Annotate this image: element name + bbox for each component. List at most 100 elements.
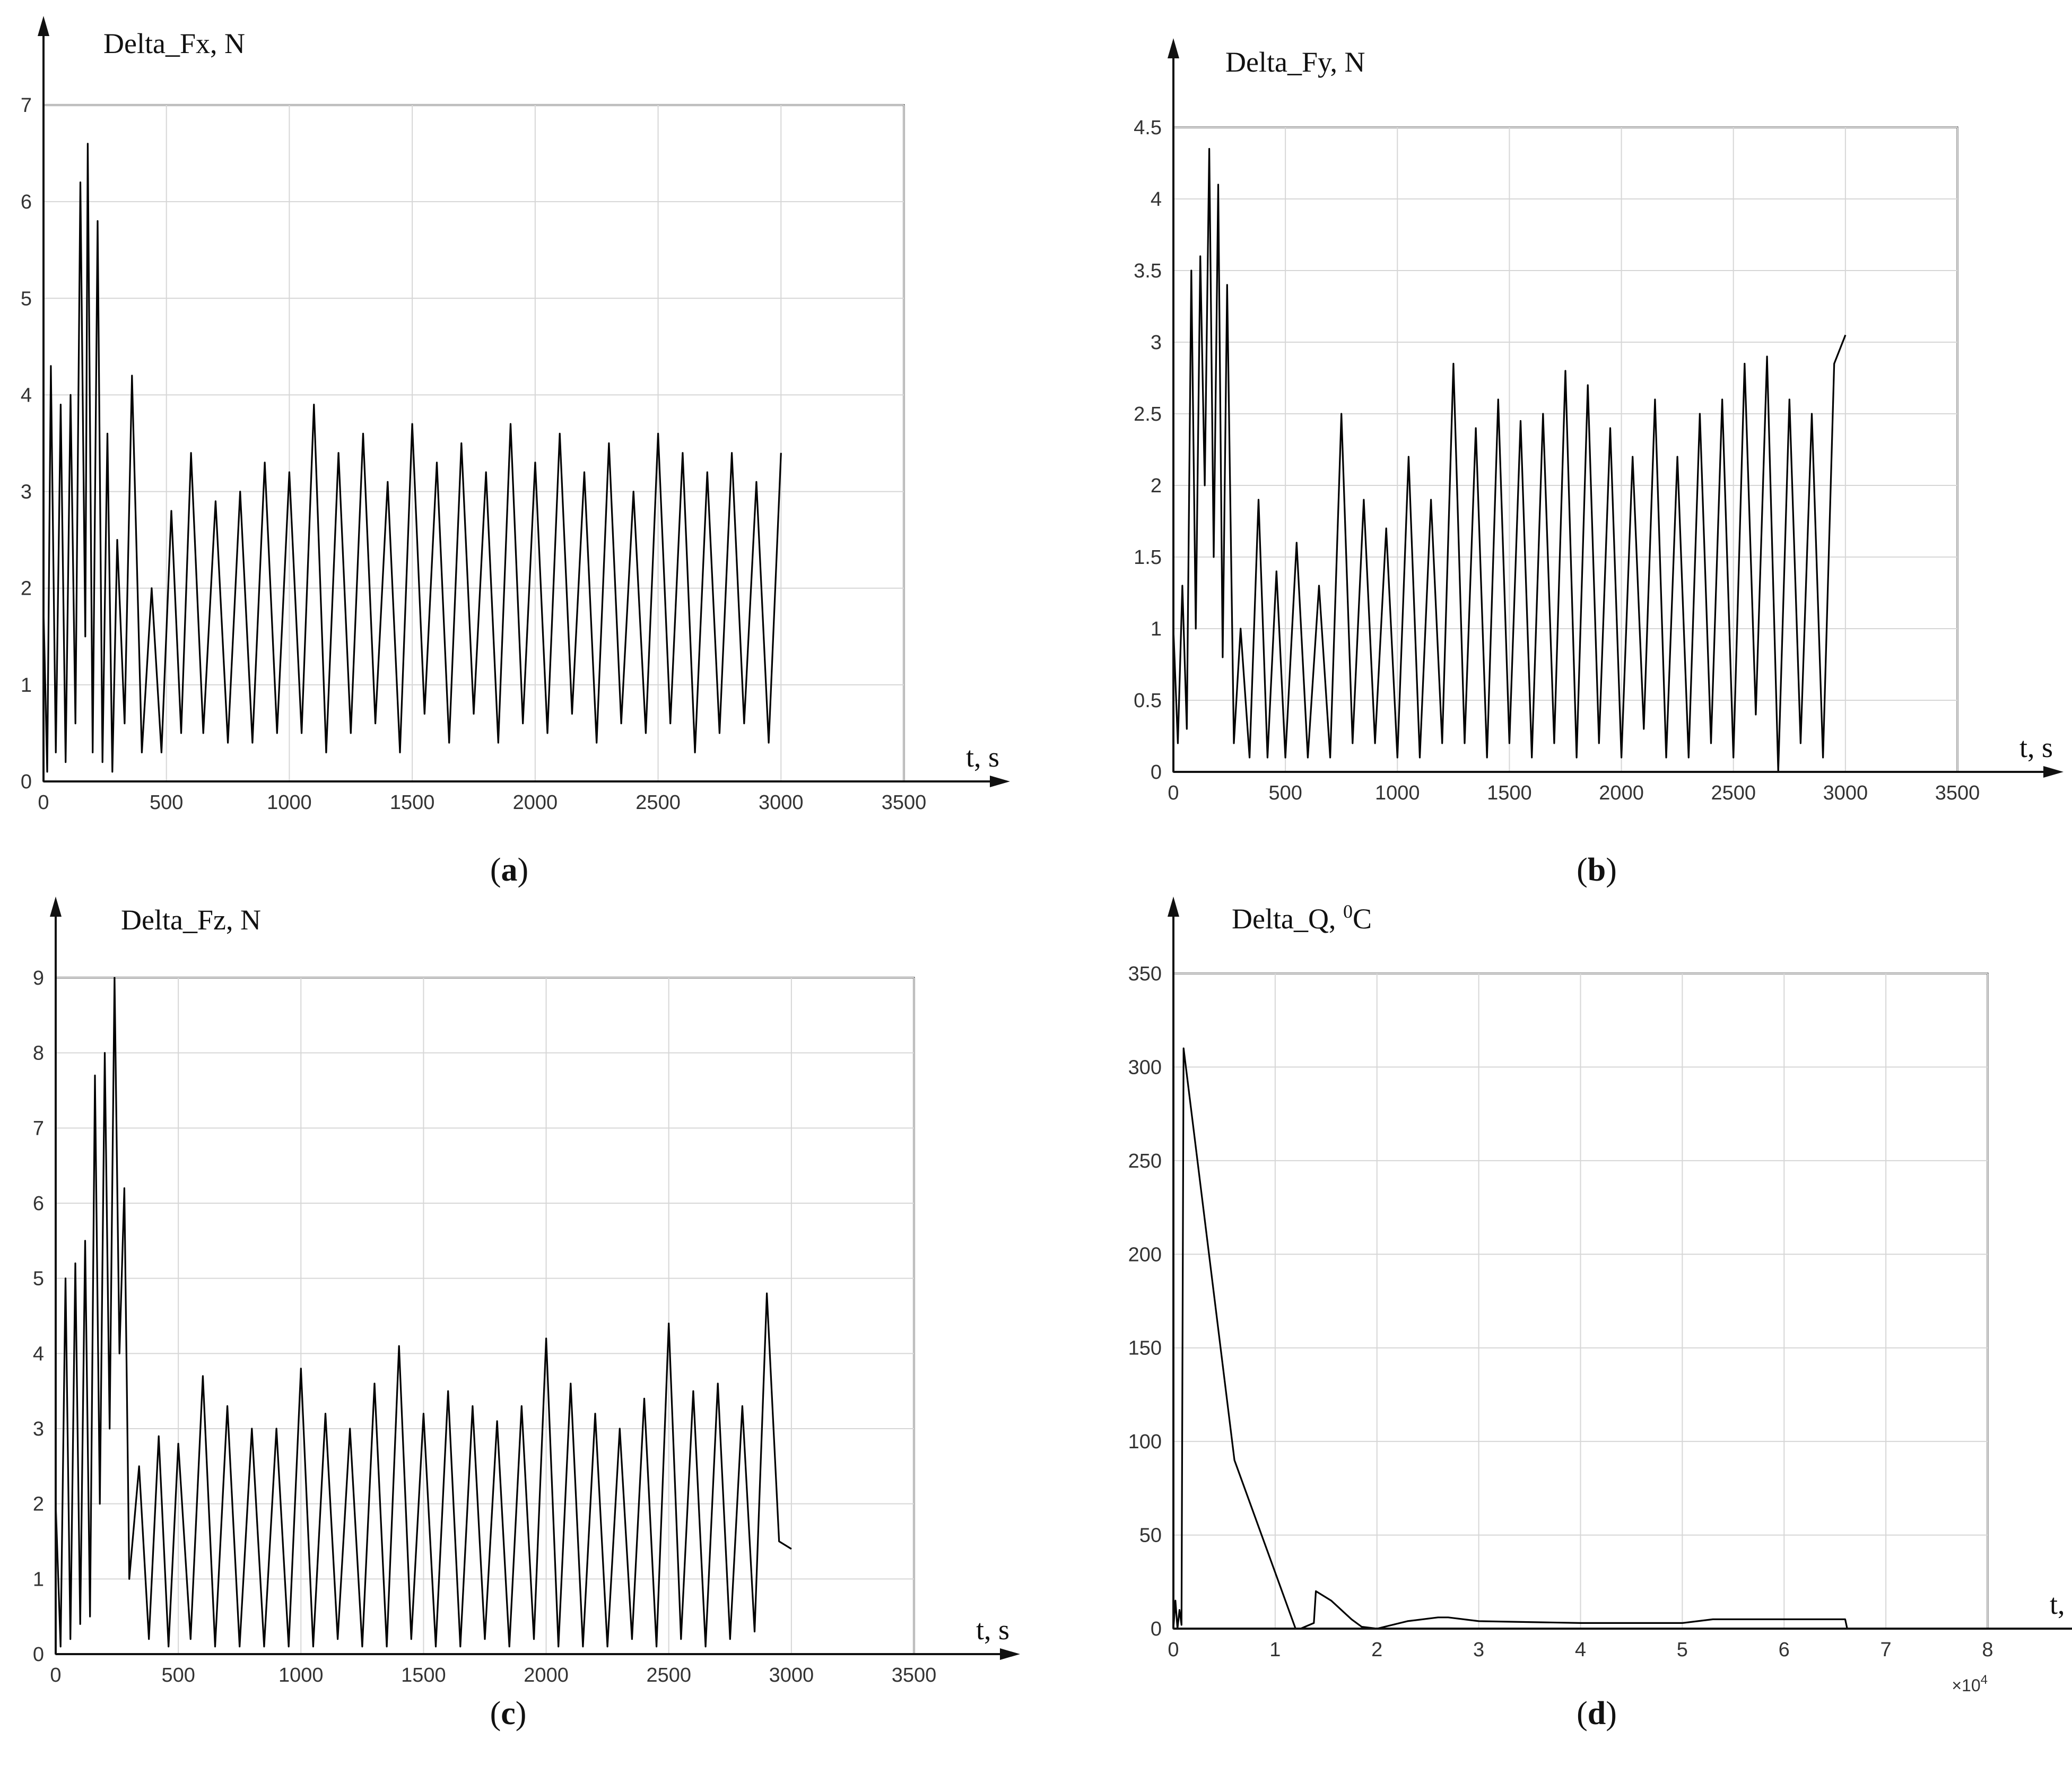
x-tick-label: 3500: [892, 1664, 937, 1686]
y-tick-label: 0: [1151, 1618, 1162, 1640]
y-axis-arrow: [1168, 38, 1179, 58]
x-tick-label: 4: [1575, 1639, 1586, 1661]
x-tick-label: 3000: [769, 1664, 814, 1686]
x-axis-arrow: [990, 776, 1010, 787]
chart-panel-c: 0 500 1000 1500 2000 2500 3000 3500 0 1 2 3 4 5 6 7 8 9 t,…: [33, 897, 1020, 1732]
y-tick-label: 4: [33, 1343, 44, 1365]
x-tick-label: 7: [1881, 1639, 1892, 1661]
panel-caption: (b): [1577, 852, 1617, 888]
x-tick-label: 1500: [390, 792, 435, 814]
series-line: [1172, 1047, 1988, 1630]
x-tick-label: 1000: [1375, 782, 1420, 804]
y-tick-label: 4.5: [1134, 117, 1162, 139]
y-tick-label: 1: [33, 1568, 44, 1590]
x-tick-label: 0: [38, 792, 49, 814]
x-tick-label: 2: [1371, 1639, 1382, 1661]
y-tick-label: 2: [33, 1493, 44, 1516]
y-tick-label: 3.5: [1134, 260, 1162, 282]
x-tick-label: 2500: [635, 792, 681, 814]
y-tick-label: 6: [33, 1193, 44, 1215]
plot-frame: [55, 977, 915, 1655]
y-tick-label: 2: [1151, 475, 1162, 497]
y-tick-label: 5: [21, 288, 32, 310]
x-tick-label: 3500: [1935, 782, 1980, 804]
x-tick-label: 1500: [401, 1664, 446, 1686]
plot-frame: [42, 104, 905, 782]
x-tick-label: 1500: [1487, 782, 1532, 804]
x-axis-label: t, s: [2019, 732, 2053, 763]
y-tick-label: 1: [21, 674, 32, 697]
y-tick-label: 2.5: [1134, 403, 1162, 425]
y-axis-arrow: [38, 16, 49, 36]
x-tick-label: 2000: [1599, 782, 1644, 804]
x-tick-label: 3000: [1823, 782, 1868, 804]
y-axis-arrow: [1168, 897, 1179, 917]
x-tick-label: 0: [1168, 782, 1179, 804]
y-tick-label: 50: [1139, 1525, 1162, 1547]
x-tick-label: 500: [150, 792, 183, 814]
plot-frame: [1172, 126, 1958, 773]
chart-title: Delta_Fy, N: [1225, 46, 1365, 78]
y-tick-label: 0: [21, 771, 32, 793]
y-tick-label: 1: [1151, 618, 1162, 640]
x-axis-label: t, s: [966, 741, 999, 773]
y-tick-label: 300: [1128, 1056, 1162, 1079]
y-tick-label: 9: [33, 967, 44, 989]
x-tick-label: 2500: [1711, 782, 1756, 804]
x-tick-label: 1: [1269, 1639, 1281, 1661]
x-tick-label: 3000: [759, 792, 804, 814]
x-tick-label: 2000: [524, 1664, 569, 1686]
x-tick-label: 6: [1779, 1639, 1790, 1661]
x-tick-label: 1000: [278, 1664, 324, 1686]
x-tick-label: 0: [1168, 1639, 1179, 1661]
chart-panel-a: 0 500 1000 1500 2000 2500 3000 3500 0 1 2 3 4 5 6 7 t, s…: [21, 16, 1010, 888]
y-tick-label: 3: [33, 1418, 44, 1440]
panel-caption: (c): [490, 1695, 527, 1732]
chart-panel-d: 0 1 2 3 4 5 6 7 8 0 50 100 150 200 250 300 350 t, s Delta_…: [1128, 897, 2072, 1732]
panel-caption: (a): [490, 852, 528, 888]
x-tick-label: 500: [1268, 782, 1302, 804]
y-tick-label: 0: [1151, 761, 1162, 784]
y-tick-label: 3: [21, 481, 32, 503]
x-tick-label: 5: [1677, 1639, 1688, 1661]
series-line: [42, 143, 782, 773]
x-axis-arrow: [1000, 1648, 1020, 1660]
y-tick-label: 4: [1151, 188, 1162, 211]
series-line: [55, 977, 792, 1648]
panel-caption: (d): [1577, 1695, 1617, 1732]
x-tick-label: 500: [161, 1664, 195, 1686]
x-tick-label: 1000: [267, 792, 312, 814]
y-tick-label: 0: [33, 1643, 44, 1666]
y-tick-label: 5: [33, 1268, 44, 1290]
x-tick-label: 2000: [513, 792, 558, 814]
y-tick-label: 150: [1128, 1337, 1162, 1360]
chart-title: Delta_Fx, N: [103, 28, 245, 59]
x-tick-label: 0: [50, 1664, 61, 1686]
y-tick-label: 2: [21, 578, 32, 600]
x-axis-label: t, s: [2050, 1588, 2072, 1620]
series-line: [1172, 147, 1847, 773]
y-tick-label: 200: [1128, 1243, 1162, 1266]
chart-title: Delta_Q, 0C: [1232, 901, 1372, 935]
y-tick-label: 4: [21, 384, 32, 406]
grid: [1173, 127, 1958, 772]
chart-panel-b: 0 500 1000 1500 2000 2500 3000 3500 0 0.5 1 1.5 2 2.5…: [1134, 38, 2064, 888]
y-tick-label: 1.5: [1134, 546, 1162, 569]
x-axis-arrow: [2043, 766, 2064, 778]
x-tick-label: 8: [1982, 1639, 1993, 1661]
x-tick-label: 3500: [882, 792, 927, 814]
chart-title: Delta_Fz, N: [121, 904, 261, 936]
y-tick-label: 350: [1128, 963, 1162, 985]
y-tick-label: 0.5: [1134, 690, 1162, 712]
y-tick-label: 100: [1128, 1431, 1162, 1453]
x-multiplier: ×104: [1952, 1673, 1988, 1695]
x-axis-label: t, s: [976, 1614, 1009, 1646]
y-tick-label: 6: [21, 191, 32, 213]
x-tick-label: 2500: [646, 1664, 691, 1686]
y-tick-label: 7: [21, 94, 32, 117]
x-tick-label: 3: [1473, 1639, 1484, 1661]
y-tick-label: 3: [1151, 332, 1162, 354]
y-tick-label: 7: [33, 1117, 44, 1140]
y-axis-arrow: [50, 897, 62, 917]
